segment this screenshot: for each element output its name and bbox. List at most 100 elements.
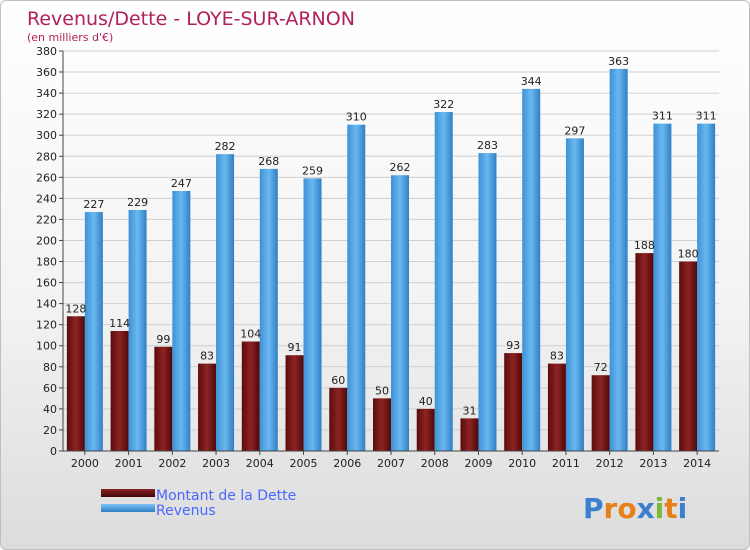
x-tick-label: 2004 — [246, 457, 274, 470]
legend-swatch-revenus — [101, 504, 155, 512]
proxiti-logo: Proxiti — [583, 492, 687, 525]
data-label: 229 — [127, 196, 148, 209]
bar-dette — [110, 331, 129, 451]
y-tick-label: 80 — [43, 361, 57, 374]
x-tick-label: 2013 — [639, 457, 667, 470]
data-label: 311 — [696, 110, 717, 123]
y-tick-label: 300 — [36, 129, 57, 142]
bar-revenus — [172, 191, 191, 451]
x-tick-label: 2011 — [552, 457, 580, 470]
data-label: 104 — [240, 328, 261, 341]
y-tick-label: 200 — [36, 234, 57, 247]
data-labels: 128 227 114 229 99 247 83 282 104 268 91 259 60 310 50… — [65, 55, 716, 417]
bar-revenus — [609, 68, 628, 451]
chart-title: Revenus/Dette - LOYE-SUR-ARNON — [27, 8, 355, 30]
bar-revenus — [216, 154, 235, 451]
data-label: 310 — [346, 111, 367, 124]
data-label: 93 — [506, 339, 520, 352]
y-tick-label: 140 — [36, 298, 57, 311]
logo-text: Proxiti — [583, 492, 687, 525]
x-tick-label: 2007 — [377, 457, 405, 470]
y-tick-label: 340 — [36, 87, 57, 100]
legend-label-dette: Montant de la Dette — [156, 488, 296, 504]
bar-dette — [679, 261, 698, 451]
x-tick-label: 2001 — [115, 457, 143, 470]
data-label: 363 — [608, 55, 629, 68]
data-label: 283 — [477, 139, 498, 152]
data-label: 227 — [83, 198, 104, 211]
y-tick-label: 160 — [36, 277, 57, 290]
bar-dette — [547, 363, 566, 451]
y-tick-label: 280 — [36, 150, 57, 163]
data-label: 114 — [109, 317, 130, 330]
y-tick-label: 360 — [36, 66, 57, 79]
y-tick-label: 100 — [36, 340, 57, 353]
bar-dette — [460, 418, 479, 451]
bar-revenus — [478, 153, 497, 451]
bar-revenus — [84, 212, 103, 451]
legend-swatch-dette — [101, 489, 155, 497]
data-label: 262 — [390, 161, 411, 174]
y-tick-label: 320 — [36, 108, 57, 121]
data-label: 282 — [215, 140, 236, 153]
bar-dette — [285, 355, 304, 451]
data-label: 322 — [433, 98, 454, 111]
bar-revenus — [259, 168, 278, 452]
bar-dette — [635, 253, 654, 451]
bar-dette — [591, 375, 610, 451]
data-label: 40 — [419, 395, 433, 408]
x-tick-label: 2009 — [464, 457, 492, 470]
bar-revenus — [653, 123, 672, 451]
data-label: 31 — [462, 404, 476, 417]
bar-dette — [66, 316, 85, 451]
y-tick-label: 20 — [43, 424, 57, 437]
bar-revenus — [522, 88, 541, 451]
bar-revenus — [347, 124, 366, 452]
x-tick-label: 2014 — [683, 457, 711, 470]
bar-revenus — [128, 209, 147, 451]
data-label: 60 — [331, 374, 345, 387]
x-tick-label: 2005 — [290, 457, 318, 470]
bar-dette — [504, 353, 523, 451]
bar-revenus — [434, 112, 453, 451]
data-label: 297 — [564, 124, 585, 137]
y-axis-ticks: 0 20 40 60 80 100 120 140 160 180 200 220 240 260 280 3… — [36, 45, 63, 458]
x-tick-label: 2006 — [333, 457, 361, 470]
bar-dette — [241, 341, 260, 451]
y-tick-label: 240 — [36, 192, 57, 205]
x-tick-label: 2010 — [508, 457, 536, 470]
data-label: 128 — [65, 302, 86, 315]
x-tick-label: 2000 — [71, 457, 99, 470]
bar-revenus — [391, 175, 409, 452]
y-tick-label: 40 — [43, 403, 57, 416]
y-tick-label: 120 — [36, 319, 57, 332]
y-tick-label: 180 — [36, 256, 57, 269]
data-label: 259 — [302, 164, 323, 177]
bar-dette — [329, 387, 348, 451]
x-tick-label: 2002 — [158, 457, 186, 470]
data-label: 91 — [288, 341, 302, 354]
data-label: 72 — [594, 361, 608, 374]
bar-dette — [416, 408, 435, 451]
bar-dette — [373, 398, 391, 451]
chart-subtitle: (en milliers d'€) — [27, 31, 113, 44]
data-label: 247 — [171, 177, 192, 190]
data-label: 99 — [156, 333, 170, 346]
bar-revenus — [697, 123, 716, 451]
legend: Montant de la Dette Revenus — [101, 488, 296, 519]
legend-label-revenus: Revenus — [156, 503, 216, 519]
data-label: 50 — [375, 384, 389, 397]
y-tick-label: 260 — [36, 171, 57, 184]
x-tick-label: 2008 — [421, 457, 449, 470]
bar-revenus — [565, 138, 584, 452]
data-label: 311 — [652, 110, 673, 123]
y-tick-label: 60 — [43, 382, 57, 395]
bar-dette — [198, 363, 217, 451]
bars — [66, 68, 716, 452]
bar-revenus — [303, 178, 322, 452]
data-label: 180 — [678, 248, 699, 261]
data-label: 268 — [258, 155, 279, 168]
x-tick-label: 2003 — [202, 457, 230, 470]
